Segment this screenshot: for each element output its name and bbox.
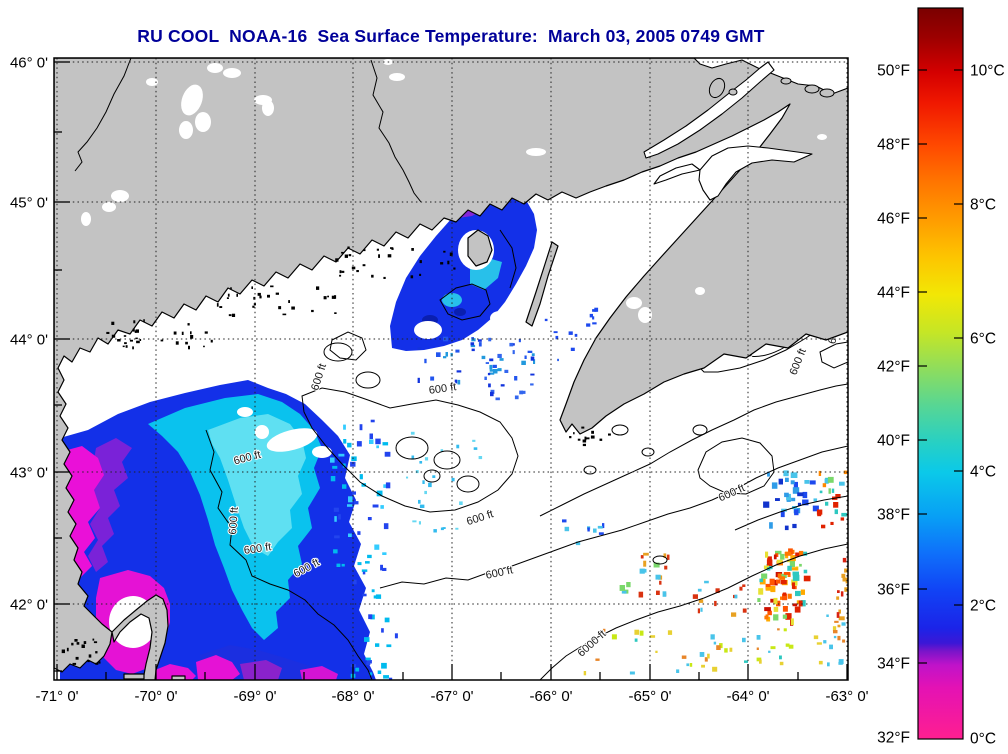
c-label: 10°C	[970, 63, 1005, 80]
lon-label: -63° 0'	[825, 688, 868, 705]
colorbar: 50°F 48°F 46°F 44°F 42°F 40°F 38°F 36°F …	[877, 7, 1005, 748]
speckles-patchA-east-sparse	[406, 431, 483, 533]
c-label: 8°C	[970, 197, 996, 214]
f-label: 32°F	[877, 730, 910, 747]
colorbar-f-labels: 50°F 48°F 46°F 44°F 42°F 40°F 38°F 36°F …	[877, 63, 910, 747]
colorbar-ticks	[918, 69, 963, 664]
speckles-maine-islands-3	[335, 246, 456, 279]
graticule	[54, 58, 848, 680]
digby-neck	[525, 241, 559, 327]
x-axis-labels: -71° 0' -70° 0' -69° 0' -68° 0' -67° 0' …	[35, 688, 868, 705]
f-label: 44°F	[877, 285, 910, 302]
plot-frame	[53, 57, 849, 681]
lon-label: -71° 0'	[35, 688, 78, 705]
f-label: 34°F	[877, 656, 910, 673]
grand-manan-island	[467, 229, 493, 267]
st-croix-border	[370, 59, 422, 203]
chignecto-bay	[643, 61, 775, 159]
speckles-fundy-south	[417, 336, 536, 385]
y-axis-labels: 46° 0' 45° 0' 44° 0' 43° 0' 42° 0'	[10, 55, 48, 614]
minas-basin	[698, 145, 813, 201]
speckles-patchA-south-fringe	[350, 561, 398, 680]
land-clouds	[81, 59, 827, 323]
lat-label: 42° 0'	[10, 597, 48, 614]
border-lines	[74, 58, 422, 203]
mainland-and-nova-scotia	[54, 58, 848, 673]
speckles-maine-islands-1	[106, 319, 213, 350]
lat-label: 45° 0'	[10, 195, 48, 212]
axis-ticks	[54, 61, 848, 680]
colorbar-gradient	[917, 7, 964, 740]
inlet-islands	[708, 77, 835, 99]
speckles-maine-islands-2	[216, 285, 337, 317]
f-label: 42°F	[877, 359, 910, 376]
f-label: 50°F	[877, 63, 910, 80]
speckles-edge-orange	[836, 557, 848, 628]
f-label: 48°F	[877, 137, 910, 154]
lat-label: 46° 0'	[10, 55, 48, 72]
lat-label: 43° 0'	[10, 465, 48, 482]
c-label: 4°C	[970, 464, 996, 481]
land-masses	[54, 58, 848, 680]
lon-label: -68° 0'	[331, 688, 374, 705]
lon-label: -66° 0'	[529, 688, 572, 705]
c-label: 0°C	[970, 731, 996, 748]
lon-label: -65° 0'	[628, 688, 671, 705]
lon-label: -67° 0'	[430, 688, 473, 705]
f-label: 38°F	[877, 507, 910, 524]
lat-label: 44° 0'	[10, 332, 48, 349]
f-label: 46°F	[877, 211, 910, 228]
island	[171, 675, 186, 680]
c-label: 2°C	[970, 598, 996, 615]
contour-label: 600 ft	[428, 381, 457, 397]
speckles-mid-cluster	[619, 552, 670, 598]
minas-channel	[653, 163, 701, 185]
speckles-southeast-mix	[692, 580, 747, 617]
speckles-small-blue	[562, 519, 605, 546]
contour-label: 600 ft	[227, 507, 241, 535]
speckles-blue-cluster	[763, 470, 819, 531]
speckles-fundy-southeast	[471, 337, 559, 401]
sst-patch-gulf-of-maine	[60, 380, 376, 680]
maine-border	[74, 58, 132, 172]
speckles-blue-dots-ne	[544, 307, 599, 351]
lon-label: -64° 0'	[726, 688, 769, 705]
speckles-warm-cluster	[757, 548, 811, 626]
contour-label: 600 ft	[243, 541, 272, 557]
lon-label: -69° 0'	[233, 688, 276, 705]
speckles-bottom-scatter	[583, 628, 794, 676]
speckles-ns-tip-islands	[569, 426, 611, 447]
island	[123, 673, 145, 680]
plot-area: 600 ft 600 ft 600 ft 600 ft 600 ft 600 f…	[54, 58, 848, 680]
f-label: 36°F	[877, 582, 910, 599]
c-label: 6°C	[970, 331, 996, 348]
lon-label: -70° 0'	[134, 688, 177, 705]
page-title: RU COOL NOAA-16 Sea Surface Temperature:…	[137, 26, 765, 46]
f-label: 40°F	[877, 433, 910, 450]
speckles-mass-bay-islands	[61, 638, 101, 665]
colorbar-c-labels: 10°C 8°C 6°C 4°C 2°C 0°C	[970, 63, 1005, 748]
speckles-corner-scatter	[813, 614, 846, 667]
